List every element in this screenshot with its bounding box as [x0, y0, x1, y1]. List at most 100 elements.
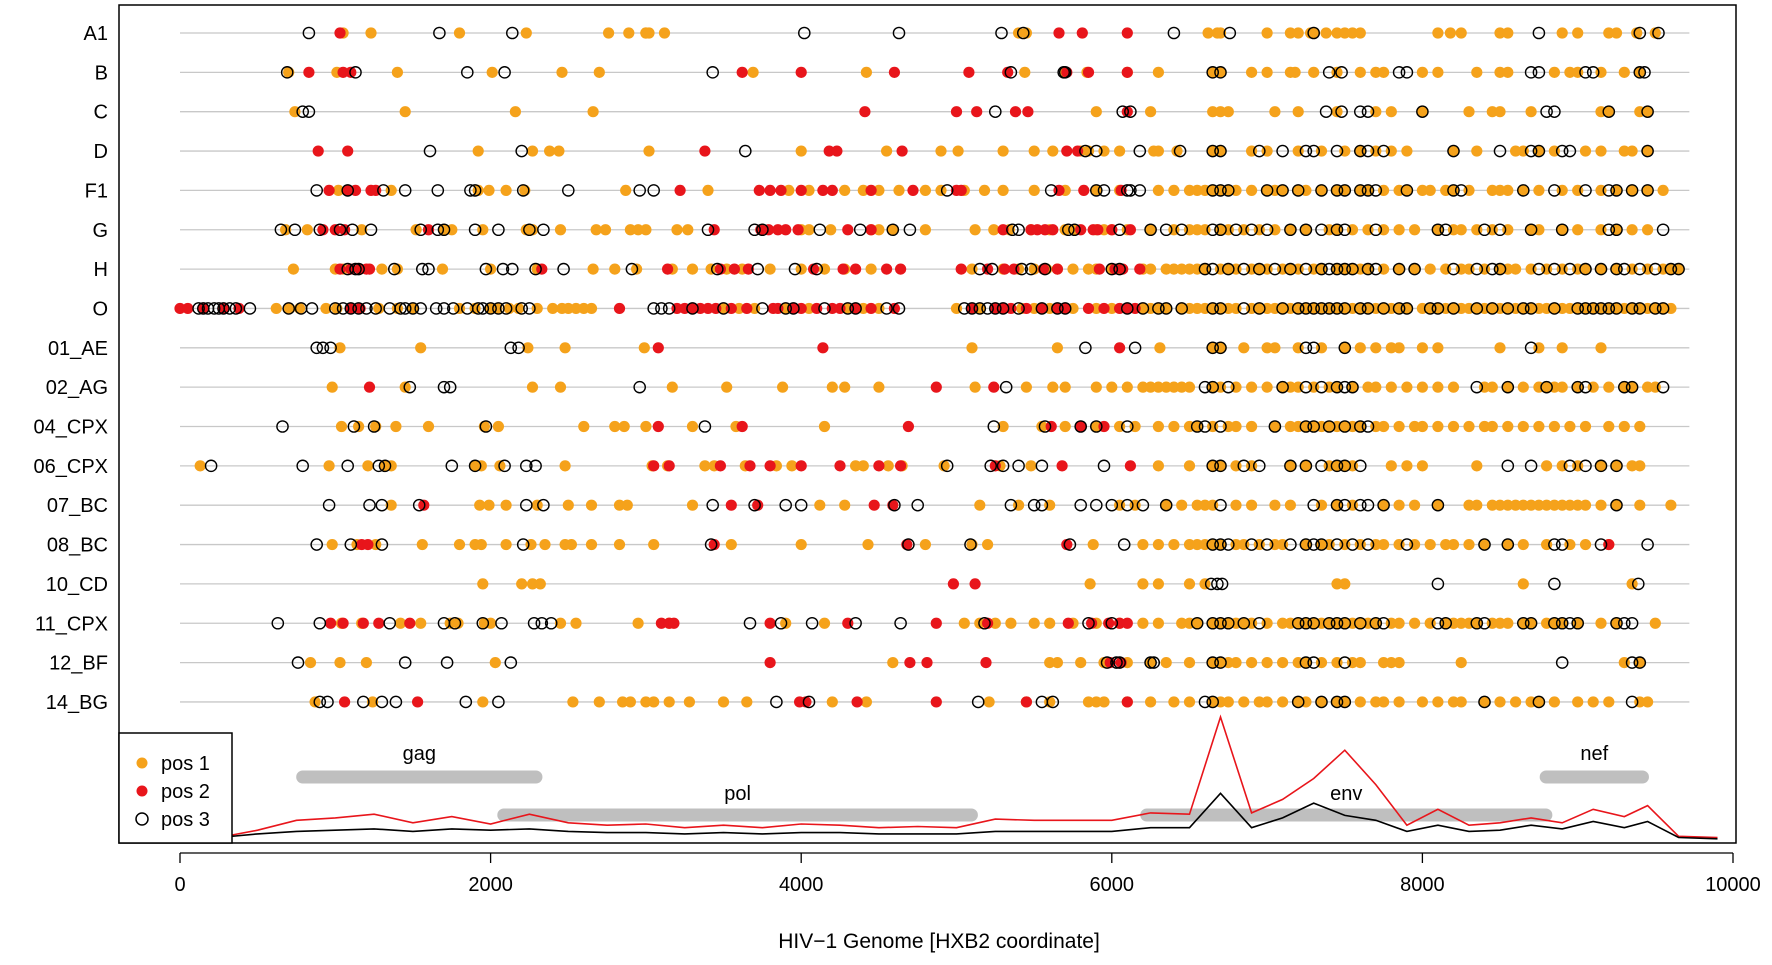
pos3-point	[1035, 459, 1049, 473]
pos3-point	[1335, 66, 1348, 79]
pos1-point	[1510, 696, 1522, 708]
pos3-point	[1307, 538, 1320, 551]
pos1-point	[1098, 696, 1110, 708]
density-curves	[179, 714, 1718, 840]
pos1-point	[1362, 381, 1374, 393]
pos3-point	[291, 656, 305, 669]
pos2-point	[1082, 66, 1095, 78]
pos3-point	[1299, 420, 1313, 433]
pos3-point	[1377, 302, 1390, 315]
row-label-c: C	[94, 102, 108, 124]
pos3-point	[892, 26, 906, 40]
pos1-point	[1090, 106, 1102, 118]
pos3-point	[1361, 184, 1375, 197]
pos3-point	[1307, 302, 1320, 315]
pos1-point	[520, 27, 532, 39]
pos2-point	[1051, 263, 1063, 275]
pos1-point	[1269, 106, 1281, 118]
pos1-point	[1572, 224, 1584, 236]
pos2-point	[1061, 538, 1073, 551]
pos1-point	[1090, 420, 1102, 433]
pos3-point	[984, 459, 998, 473]
pos1-point	[270, 302, 282, 315]
pos2-point	[904, 657, 916, 669]
pos3-point	[527, 616, 541, 630]
pos1-point	[839, 184, 851, 196]
pos1-point	[1090, 302, 1102, 315]
pos3-point	[1579, 459, 1592, 473]
pos3-point	[1470, 380, 1484, 394]
pos3-point	[1548, 262, 1561, 276]
pos3-point	[1392, 66, 1406, 79]
pos3-point	[383, 616, 397, 630]
pos1-point	[1028, 184, 1040, 196]
pos3-point	[316, 341, 330, 355]
pos1-point	[539, 538, 551, 551]
pos1-point	[1502, 27, 1514, 39]
pos3-point	[902, 538, 915, 551]
pos1-point	[1090, 696, 1102, 708]
pos1-point	[1137, 538, 1149, 551]
legend: pos 1 pos 2 pos 3	[118, 732, 233, 844]
pos3-point	[1017, 26, 1030, 40]
pos1-point	[1370, 342, 1382, 354]
pos3-point	[1315, 380, 1328, 394]
pos3-point	[1524, 616, 1538, 630]
pos1-point	[1047, 145, 1059, 157]
pos1-point	[1595, 499, 1607, 511]
pos1-point	[1300, 460, 1312, 472]
pos3-point	[1253, 144, 1266, 158]
pos3-point	[987, 420, 1001, 433]
pos1-point	[1642, 224, 1654, 236]
pos1-point	[1393, 342, 1405, 354]
pos1-point	[997, 420, 1009, 433]
pos1-point	[803, 224, 815, 236]
pos2-point	[851, 696, 863, 708]
pos1-point	[1183, 657, 1196, 669]
pos3-point	[296, 105, 310, 118]
pos3-point	[333, 223, 347, 237]
row-label-h: H	[94, 259, 108, 281]
pos3-point	[1198, 380, 1212, 394]
pos3-point	[1214, 223, 1227, 237]
pos3-point	[1206, 144, 1219, 158]
pos2-point	[842, 224, 854, 236]
pos1-point	[1463, 420, 1475, 433]
pos2-point	[317, 224, 329, 236]
pos2-point	[1098, 302, 1110, 315]
pos3-point	[894, 616, 907, 630]
pos1-point	[1160, 657, 1172, 669]
pos3-point	[1361, 302, 1375, 315]
pos3-point	[1136, 498, 1150, 512]
pos1-point	[1471, 460, 1483, 472]
pos3-point	[888, 498, 901, 512]
pos3-point	[1338, 459, 1352, 473]
pos2-point	[744, 460, 756, 472]
pos3-point	[496, 262, 510, 276]
pos3-point	[1555, 538, 1569, 551]
pos1-point	[1579, 499, 1592, 511]
row-points-08_bc	[310, 538, 1654, 551]
row-points-d	[312, 144, 1654, 158]
row-label-12_bf: 12_BF	[49, 653, 108, 675]
pos3-point	[1338, 262, 1352, 276]
pos2-point	[1121, 106, 1133, 118]
pos3-point	[748, 498, 761, 512]
pos3-point	[310, 184, 324, 197]
legend-marker-pos2	[136, 785, 148, 797]
pos1-point	[1548, 696, 1560, 708]
pos1-point	[362, 460, 374, 472]
pos3-point	[1237, 459, 1251, 473]
pos2-point	[837, 263, 849, 275]
pos1-point	[477, 696, 489, 708]
pos1-point	[717, 696, 730, 708]
row-points-02_ag	[326, 380, 1670, 394]
pos3-point	[1369, 184, 1383, 197]
row-points-c	[289, 105, 1654, 118]
pos1-point	[850, 460, 862, 472]
pos2-point	[1020, 696, 1032, 708]
pos1-point	[1595, 145, 1607, 157]
pos1-point	[1051, 657, 1063, 669]
pos2-point	[873, 460, 885, 472]
